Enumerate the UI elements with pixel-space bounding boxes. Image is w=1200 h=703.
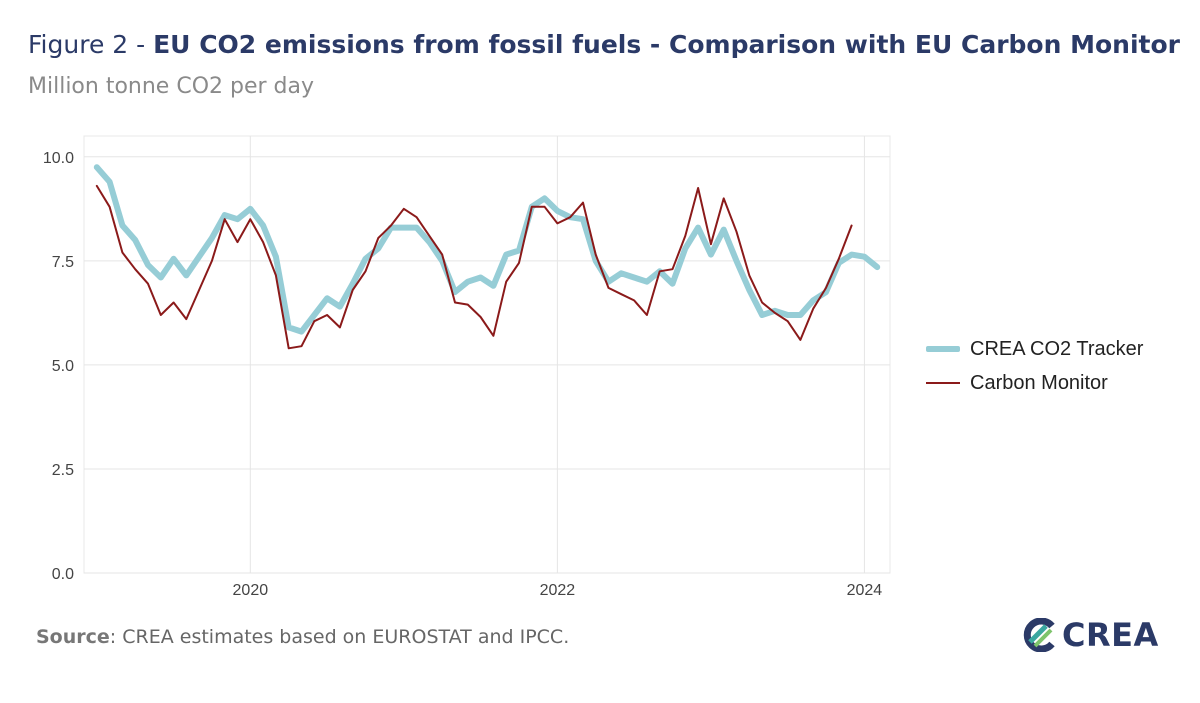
x-tick-label: 2024	[847, 582, 883, 599]
y-tick-label: 5.0	[52, 358, 74, 375]
source-text: : CREA estimates based on EUROSTAT and I…	[109, 626, 570, 648]
legend-key-crea	[926, 346, 960, 352]
legend-item-carbon-monitor: Carbon Monitor	[926, 366, 1143, 400]
chart-subtitle: Million tonne CO2 per day	[28, 74, 314, 99]
y-tick-label: 7.5	[52, 254, 74, 271]
series-line-crea	[93, 164, 881, 335]
source-label: Source	[36, 626, 110, 648]
title-main: EU CO2 emissions from fossil fuels - Com…	[153, 30, 1180, 59]
y-tick-label: 2.5	[52, 462, 74, 479]
y-tick-label: 0.0	[52, 566, 74, 583]
x-tick-label: 2020	[233, 582, 269, 599]
x-tick-label: 2022	[540, 582, 576, 599]
legend-label-crea: CREA CO2 Tracker	[970, 337, 1144, 360]
legend-key-carbon-monitor	[926, 382, 960, 384]
crea-logo: CREA	[1022, 616, 1159, 654]
plot-area	[83, 135, 891, 574]
title-prefix: Figure 2 -	[28, 30, 154, 59]
source-note: Source: CREA estimates based on EUROSTAT…	[36, 626, 569, 648]
legend-item-crea: CREA CO2 Tracker	[926, 332, 1143, 366]
chart-title: Figure 2 - EU CO2 emissions from fossil …	[28, 30, 1180, 59]
legend-label-carbon-monitor: Carbon Monitor	[970, 371, 1108, 394]
series-line-carbon-monitor	[95, 184, 853, 350]
logo-text: CREA	[1062, 616, 1159, 654]
legend: CREA CO2 Tracker Carbon Monitor	[926, 332, 1143, 400]
crea-logo-icon	[1023, 618, 1055, 652]
y-tick-label: 10.0	[43, 150, 74, 167]
